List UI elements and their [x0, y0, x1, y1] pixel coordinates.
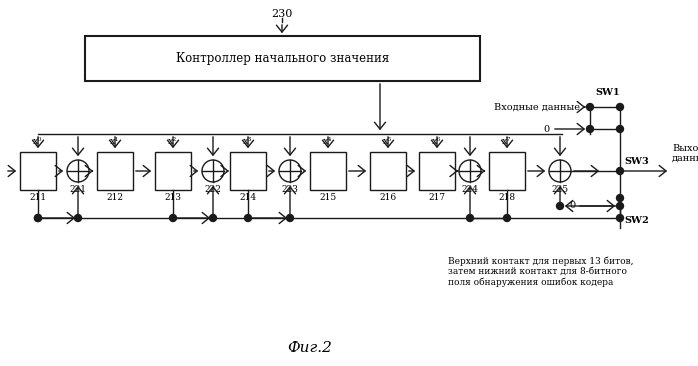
Text: Верхний контакт для первых 13 битов,
затем нижний контакт для 8-битного
поля обн: Верхний контакт для первых 13 битов, зат…	[448, 256, 634, 287]
Bar	[20, 152, 56, 190]
Text: 0: 0	[569, 202, 575, 210]
Bar	[310, 152, 346, 190]
Text: 225: 225	[551, 185, 569, 194]
Bar	[419, 152, 455, 190]
Circle shape	[170, 214, 177, 221]
Circle shape	[616, 214, 623, 221]
Circle shape	[279, 160, 301, 182]
Bar	[155, 152, 191, 190]
Bar	[85, 36, 480, 81]
Text: 217: 217	[429, 193, 445, 202]
Circle shape	[616, 194, 623, 202]
Circle shape	[202, 160, 224, 182]
Text: 224: 224	[461, 185, 479, 194]
Circle shape	[616, 202, 623, 209]
Text: x¹: x¹	[110, 137, 119, 146]
Circle shape	[556, 202, 563, 209]
Circle shape	[244, 214, 251, 221]
Text: x⁷: x⁷	[503, 137, 512, 146]
Text: SW3: SW3	[624, 157, 648, 166]
Circle shape	[67, 160, 89, 182]
Text: x⁴: x⁴	[323, 137, 333, 146]
Circle shape	[34, 214, 41, 221]
Bar	[230, 152, 266, 190]
Circle shape	[503, 214, 510, 221]
Circle shape	[466, 214, 473, 221]
Text: x⁰: x⁰	[34, 137, 43, 146]
Text: SW1: SW1	[595, 88, 620, 97]
Bar	[97, 152, 133, 190]
Text: 212: 212	[107, 193, 124, 202]
Text: x²: x²	[168, 137, 177, 146]
Text: Контроллер начального значения: Контроллер начального значения	[176, 52, 389, 65]
Text: 213: 213	[165, 193, 181, 202]
Text: SW2: SW2	[624, 216, 648, 225]
Text: 214: 214	[239, 193, 257, 202]
Text: 221: 221	[70, 185, 87, 194]
Text: 218: 218	[498, 193, 516, 202]
Text: x³: x³	[244, 137, 253, 146]
Text: Входные данные: Входные данные	[494, 102, 580, 112]
Circle shape	[586, 104, 593, 111]
Text: 215: 215	[320, 193, 336, 202]
Text: 211: 211	[29, 193, 47, 202]
Circle shape	[34, 214, 41, 221]
Circle shape	[549, 160, 571, 182]
Circle shape	[616, 168, 623, 175]
Text: 222: 222	[205, 185, 221, 194]
Text: 223: 223	[281, 185, 299, 194]
Text: 216: 216	[380, 193, 396, 202]
Text: Фиг.2: Фиг.2	[288, 341, 332, 355]
Circle shape	[459, 160, 481, 182]
Circle shape	[616, 126, 623, 132]
Circle shape	[616, 104, 623, 111]
Bar	[489, 152, 525, 190]
Circle shape	[586, 126, 593, 132]
Text: 230: 230	[272, 9, 292, 19]
Circle shape	[286, 214, 293, 221]
Text: Выходные
данные: Выходные данные	[672, 143, 698, 163]
Text: x⁶: x⁶	[432, 137, 442, 146]
Text: 0: 0	[544, 124, 550, 134]
Circle shape	[75, 214, 82, 221]
Bar	[370, 152, 406, 190]
Circle shape	[209, 214, 216, 221]
Text: x⁵: x⁵	[383, 137, 393, 146]
